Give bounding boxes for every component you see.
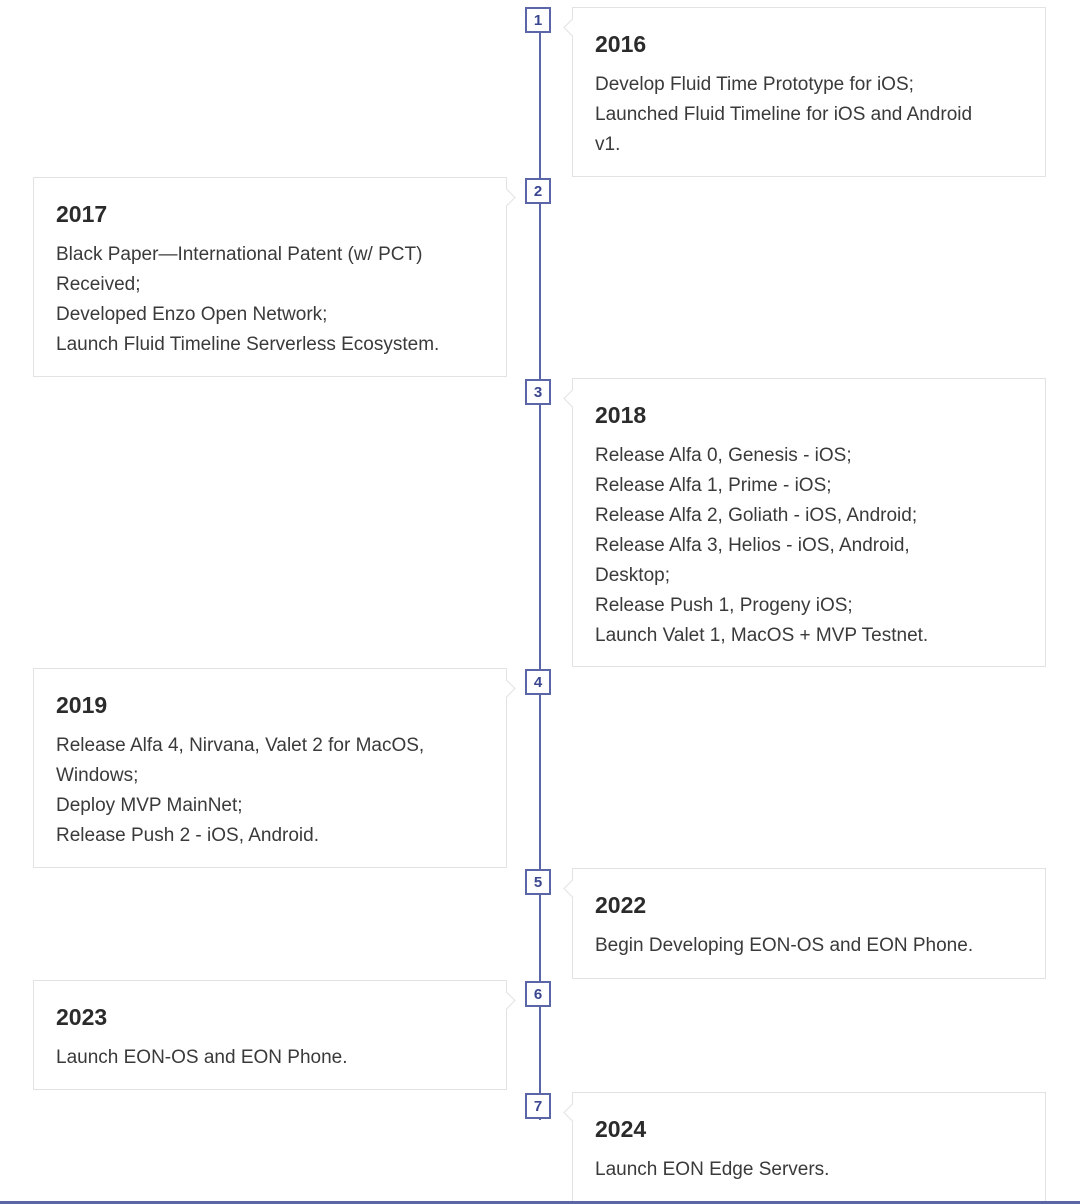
marker-number: 6 [533,985,543,1003]
timeline-marker-3: 3 [525,379,551,405]
marker-number: 1 [533,11,543,29]
timeline-card-2018: 2018 Release Alfa 0, Genesis - iOS; Rele… [572,378,1046,667]
timeline-year: 2019 [56,692,108,718]
timeline-year: 2016 [595,31,647,57]
timeline-card-2019: 2019 Release Alfa 4, Nirvana, Valet 2 fo… [33,668,507,868]
timeline-year: 2024 [595,1116,647,1142]
marker-number: 2 [533,182,543,200]
timeline-card-2016: 2016 Develop Fluid Time Prototype for iO… [572,7,1046,177]
timeline-marker-1: 1 [525,7,551,33]
timeline-entry-line: Begin Developing EON-OS and EON Phone. [595,935,974,956]
timeline-card-2023: 2023 Launch EON-OS and EON Phone. [33,980,507,1090]
marker-number: 7 [533,1097,543,1115]
timeline-entry-line: Desktop; [595,565,670,586]
timeline-year: 2023 [56,1004,108,1030]
marker-number: 4 [533,673,543,691]
timeline-marker-5: 5 [525,869,551,895]
timeline-entry-line: Launched Fluid Timeline for iOS and Andr… [595,104,973,125]
timeline-card-2024: 2024 Launch EON Edge Servers. [572,1092,1046,1202]
timeline-entry-line: Developed Enzo Open Network; [56,304,328,325]
timeline-entry-line: Black Paper—International Patent (w/ PCT… [56,244,423,265]
timeline-marker-4: 4 [525,669,551,695]
timeline-marker-7: 7 [525,1093,551,1119]
timeline-marker-6: 6 [525,981,551,1007]
timeline-entry-line: Release Push 2 - iOS, Android. [56,825,319,846]
timeline-entry-line: Launch EON Edge Servers. [595,1159,830,1180]
timeline-entry-line: Release Push 1, Progeny iOS; [595,595,853,616]
bottom-divider [0,1201,1080,1204]
timeline-entry-line: Release Alfa 1, Prime - iOS; [595,475,832,496]
timeline-entry-line: Release Alfa 2, Goliath - iOS, Android; [595,505,918,526]
timeline-year: 2022 [595,892,647,918]
marker-number: 5 [533,873,543,891]
timeline-entry-line: Launch EON-OS and EON Phone. [56,1047,348,1068]
timeline-axis-line [539,20,541,1120]
timeline-entry-line: Launch Valet 1, MacOS + MVP Testnet. [595,625,929,646]
timeline-entry-line: Release Alfa 3, Helios - iOS, Android, [595,535,910,556]
timeline-card-2022: 2022 Begin Developing EON-OS and EON Pho… [572,868,1046,979]
timeline-marker-2: 2 [525,178,551,204]
timeline-entry-line: Develop Fluid Time Prototype for iOS; [595,74,914,95]
timeline-year: 2017 [56,201,108,227]
timeline-entry-line: Windows; [56,765,139,786]
timeline-entry-line: Release Alfa 4, Nirvana, Valet 2 for Mac… [56,735,425,756]
timeline-entry-line: Received; [56,274,141,295]
timeline-card-2017: 2017 Black Paper—International Patent (w… [33,177,507,377]
timeline-year: 2018 [595,402,647,428]
marker-number: 3 [533,383,543,401]
timeline-entry-line: Release Alfa 0, Genesis - iOS; [595,445,852,466]
timeline-entry-line: Launch Fluid Timeline Serverless Ecosyst… [56,334,440,355]
timeline-entry-line: v1. [595,134,621,155]
timeline-entry-line: Deploy MVP MainNet; [56,795,243,816]
